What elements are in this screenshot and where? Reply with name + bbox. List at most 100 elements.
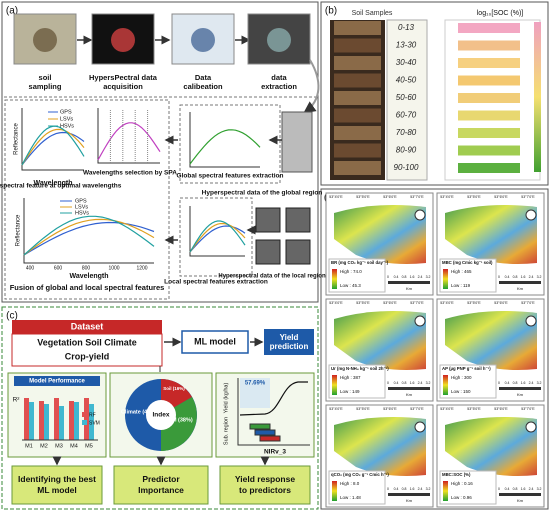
scale-label: 0: [498, 487, 500, 491]
coord-label: 53°5'0"E: [467, 301, 481, 305]
axis-label: Wavelength: [33, 180, 72, 187]
map-legend: [439, 258, 497, 293]
coord-label: 53°4'0"E: [440, 195, 454, 199]
map-title: qCO₂ (mg CO₂ g⁻¹ Cmic h⁻¹): [331, 472, 389, 477]
scale-label: 0.8: [402, 487, 407, 491]
coord-label: 53°7'0"E: [521, 407, 535, 411]
soc-colorbar: [534, 22, 541, 172]
box-plot: [259, 435, 281, 442]
tick-label: M2: [40, 443, 48, 449]
scale-label: 3.2: [426, 487, 431, 491]
scale-label: 0.4: [394, 487, 399, 491]
outcome-box: [11, 465, 103, 505]
chart-axes: [21, 108, 84, 171]
map-high: High : 387: [340, 375, 361, 380]
label: Soil (16%): [163, 386, 185, 391]
label: Global spectral features extraction: [177, 173, 284, 180]
chart-axes: [23, 198, 154, 264]
coord-label: 53°6'0"E: [494, 301, 508, 305]
scale-label: 0.8: [402, 381, 407, 385]
coord-label: 53°6'0"E: [383, 301, 397, 305]
scale-label: 3.2: [426, 381, 431, 385]
map-legend: [439, 364, 497, 399]
map-area: [445, 417, 537, 476]
bar-rf: [84, 398, 89, 440]
coord-label: 53°4'0"E: [440, 301, 454, 305]
soil-core: [334, 143, 381, 158]
depth-label: 50-60: [396, 93, 417, 102]
step-caption: soil sampling: [29, 73, 62, 91]
label: Model Performance: [29, 379, 85, 385]
map-high: High : 0.16: [451, 481, 473, 486]
scale-label: 0: [387, 381, 389, 385]
chart-axes: [97, 108, 160, 164]
scale-label: 0.4: [394, 275, 399, 279]
scale-label: 0: [387, 275, 389, 279]
map-colorbar: [443, 375, 448, 395]
local-cube: [285, 207, 311, 233]
map-colorbar: [332, 269, 337, 289]
axis-label: Reflectance: [16, 214, 22, 246]
spectrum-curve: [21, 131, 85, 166]
spectrum-curve: [189, 220, 246, 253]
scale-label: 2.4: [418, 381, 423, 385]
outcome-box: [219, 465, 311, 505]
perf-header: [14, 376, 100, 386]
legend-label: LSVs: [60, 116, 73, 122]
label: Hyperspectral data of the global region: [202, 190, 323, 197]
label: Yield prediction: [270, 333, 309, 351]
box-plot: [254, 429, 276, 436]
scale-label: 0.4: [505, 381, 510, 385]
coord-label: 53°5'0"E: [356, 301, 370, 305]
map-high: High : 8.0: [340, 481, 360, 486]
label: Vegetation Soil Climate: [37, 337, 137, 347]
soil-core: [334, 161, 381, 175]
tick-label: M5: [85, 443, 93, 449]
scale-label: Km: [517, 286, 524, 291]
scale-label: 3.2: [537, 275, 542, 279]
depth-label: 0-13: [398, 23, 415, 32]
outcome-label: Identifying the best ML model: [18, 474, 96, 495]
spectrum-curve: [97, 122, 161, 161]
fusion-box: [4, 99, 170, 300]
label: Crop-yield: [65, 351, 110, 361]
scale-label: Km: [406, 392, 413, 397]
soc-core: [458, 110, 520, 121]
axis-label: Yield (kg/ha): [223, 382, 229, 413]
scale-label: 2.4: [529, 381, 534, 385]
flow-arrow: [303, 59, 320, 114]
tick-label: 800: [82, 265, 91, 271]
spectrum-curve: [23, 221, 155, 256]
scale-label: 0.8: [513, 487, 518, 491]
legend-label: LSVs: [75, 204, 88, 210]
map-low: Low : 149: [340, 389, 360, 394]
bar-rf: [24, 398, 29, 440]
outcome-box: [113, 465, 209, 505]
panel-title: Soil Samples: [352, 10, 393, 17]
tick-label: M4: [70, 443, 78, 449]
scale-bar: [388, 281, 430, 284]
depth-label: 60-70: [396, 111, 417, 120]
scale-label: 1.6: [410, 381, 415, 385]
soil-core: [334, 38, 381, 53]
coord-label: 53°4'0"E: [329, 195, 343, 199]
panel-label: (a): [6, 6, 18, 17]
map-legend: [328, 258, 386, 293]
tick-label: M3: [55, 443, 63, 449]
dataset-header: [12, 320, 162, 334]
spectrum-curve: [189, 225, 246, 253]
panel-label: (b): [325, 6, 337, 17]
legend-label: RF: [89, 412, 96, 418]
scale-label: 2.4: [418, 487, 423, 491]
legend-label: GPS: [75, 198, 87, 204]
scale-label: 1.6: [410, 487, 415, 491]
label: NIRv_3: [264, 449, 286, 456]
map-area: [445, 205, 537, 264]
soc-core: [458, 93, 520, 103]
label: Fusion of global and local spectral feat…: [10, 283, 165, 292]
spectrum-curve: [189, 222, 246, 253]
map-title: MBC:SOC (%): [442, 472, 471, 477]
scale-label: 3.2: [537, 487, 542, 491]
label: Fused spectral feature at optimal wavele…: [0, 183, 122, 190]
